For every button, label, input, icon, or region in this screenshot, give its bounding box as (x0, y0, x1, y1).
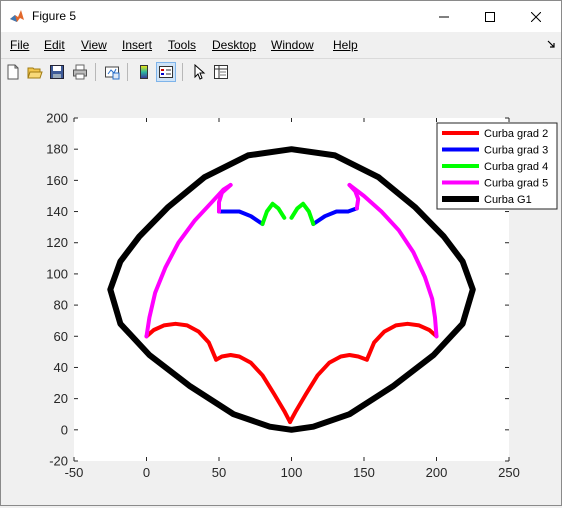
dock-arrow-icon[interactable] (547, 40, 555, 48)
edit-plot-icon (194, 64, 206, 80)
menu-insert[interactable]: Insert (122, 38, 152, 52)
print-icon (73, 64, 87, 80)
series-line-5 (107, 146, 476, 433)
figure-toolbar (1, 58, 561, 86)
link-plot-button[interactable] (102, 62, 122, 82)
menu-label: File (10, 38, 30, 52)
link-plot-icon (105, 66, 120, 80)
title-bar[interactable]: Figure 5 (1, 1, 561, 32)
matlab-logo-icon (10, 10, 24, 22)
menu-desktop[interactable]: Desktop (212, 38, 256, 52)
x-tick-label: 150 (353, 465, 375, 480)
close-icon (531, 11, 541, 22)
menu-label: Edit (44, 38, 65, 52)
legend-entry: Curba grad 2 (484, 128, 548, 140)
print-button[interactable] (70, 62, 90, 82)
series-line-3 (289, 201, 316, 226)
series-line-4 (217, 183, 233, 214)
minimize-icon (439, 16, 449, 17)
menu-label: Window (271, 38, 314, 52)
legend-entry: Curba grad 5 (484, 178, 548, 190)
minimize-button[interactable] (421, 1, 467, 32)
insert-colorbar-button[interactable] (134, 62, 154, 82)
save-button[interactable] (47, 62, 67, 82)
edit-plot-button[interactable] (189, 62, 209, 82)
figure-canvas: -50 0 50 100 150 200 250 -20 0 20 40 60 80 100 120 140 1… (1, 85, 561, 505)
y-tick-label: 160 (46, 173, 68, 188)
property-inspector-button[interactable] (211, 62, 231, 82)
plot-svg[interactable]: -50 0 50 100 150 200 250 -20 0 20 40 60 80 100 120 140 1… (1, 85, 561, 505)
series-line-2 (311, 206, 359, 226)
toolbar-separator (182, 63, 183, 81)
toolbar-separator (127, 63, 128, 81)
series-line-1 (364, 321, 439, 362)
insert-legend-icon (159, 66, 173, 78)
y-tick-label: 80 (54, 298, 68, 313)
menu-edit[interactable]: Edit (44, 38, 65, 52)
menu-bar: File Edit View Insert Tools Desktop Wind… (1, 34, 561, 56)
menu-file[interactable]: File (10, 38, 29, 52)
x-tick-label: -50 (65, 465, 84, 480)
series-line-4 (144, 183, 233, 339)
maximize-icon (485, 11, 495, 22)
y-tick-label: 100 (46, 266, 68, 281)
y-tick-label: 60 (54, 329, 68, 344)
y-tick-label: 180 (46, 142, 68, 157)
menu-label: View (81, 38, 107, 52)
legend-entry: Curba grad 3 (484, 145, 548, 157)
menu-label: Tools (168, 38, 197, 52)
series-line-1 (214, 353, 292, 424)
y-tick-label: 140 (46, 204, 68, 219)
property-inspector-icon (214, 65, 228, 79)
menu-help[interactable]: Help (333, 38, 358, 52)
open-file-button[interactable] (25, 62, 45, 82)
series-line-1 (144, 321, 219, 362)
y-tick-label: 0 (61, 422, 68, 437)
series-line-4 (347, 183, 439, 339)
menu-label: Desktop (212, 38, 257, 52)
new-figure-icon (7, 64, 19, 80)
menu-label: Insert (122, 38, 153, 52)
insert-colorbar-icon (140, 65, 148, 79)
series-line-2 (217, 209, 265, 226)
open-file-icon (27, 67, 43, 79)
legend-entry: Curba grad 4 (484, 161, 548, 173)
new-figure-button[interactable] (3, 62, 23, 82)
maximize-button[interactable] (467, 1, 513, 32)
y-tick-label: 40 (54, 360, 68, 375)
y-tick-label: 120 (46, 235, 68, 250)
menu-view[interactable]: View (81, 38, 107, 52)
x-tick-label: 0 (143, 465, 150, 480)
x-tick-label: 250 (498, 465, 520, 480)
menu-label: Help (333, 38, 358, 52)
insert-legend-button[interactable] (156, 62, 176, 82)
series-line-3 (260, 201, 287, 226)
series-line-1 (288, 353, 369, 424)
x-tick-label: 200 (426, 465, 448, 480)
y-tick-label: -20 (49, 454, 68, 469)
window-title: Figure 5 (32, 9, 77, 23)
menu-window[interactable]: Window (271, 38, 314, 52)
y-tick-label: 20 (54, 391, 68, 406)
save-icon (50, 65, 64, 79)
x-tick-label: 50 (212, 465, 226, 480)
close-button[interactable] (513, 1, 559, 32)
y-tick-label: 200 (46, 111, 68, 126)
toolbar-separator (95, 63, 96, 81)
menu-tools[interactable]: Tools (168, 38, 196, 52)
legend-entry: Curba G1 (484, 194, 532, 206)
x-tick-label: 100 (281, 465, 303, 480)
